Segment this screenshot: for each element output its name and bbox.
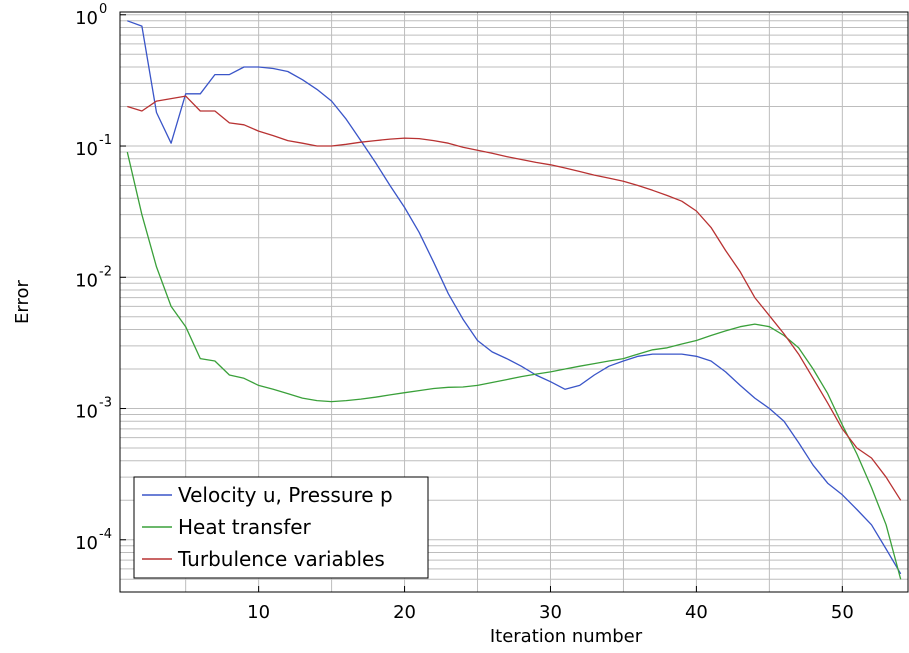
series-line-2 <box>127 95 902 501</box>
plot-area <box>119 11 909 593</box>
x-tick-label: 30 <box>539 602 562 623</box>
x-axis: 10 20 30 40 50 <box>247 586 854 623</box>
y-tick-exponent: -4 <box>99 527 112 542</box>
y-axis-label: Error <box>12 279 33 323</box>
legend-entry: Heat transfer <box>178 515 312 539</box>
x-axis-label: Iteration number <box>490 626 643 647</box>
y-tick-exponent: 0 <box>99 2 107 17</box>
y-tick-exponent: -2 <box>99 264 112 279</box>
y-tick-label: 10 <box>75 139 98 160</box>
y-tick-label: 10 <box>75 533 98 554</box>
y-tick-exponent: -3 <box>99 396 112 411</box>
y-tick-label: 10 <box>75 402 98 423</box>
y-tick-label: 10 <box>75 270 98 291</box>
y-tick-exponent: -1 <box>99 133 112 148</box>
x-tick-label: 10 <box>247 602 270 623</box>
legend-box <box>133 476 429 579</box>
legend-entry: Velocity u, Pressure p <box>178 483 393 507</box>
x-tick-label: 50 <box>831 602 854 623</box>
series-line-0 <box>127 20 902 575</box>
x-tick-label: 20 <box>393 602 416 623</box>
x-tick-label: 40 <box>685 602 708 623</box>
grid <box>120 12 908 593</box>
legend-entry: Turbulence variables <box>177 547 385 571</box>
legend: Velocity u, Pressure p Heat transfer Turbu… <box>133 476 429 579</box>
series-line-1 <box>126 151 902 580</box>
series-lines <box>126 20 902 580</box>
y-tick-label: 10 <box>75 8 98 29</box>
